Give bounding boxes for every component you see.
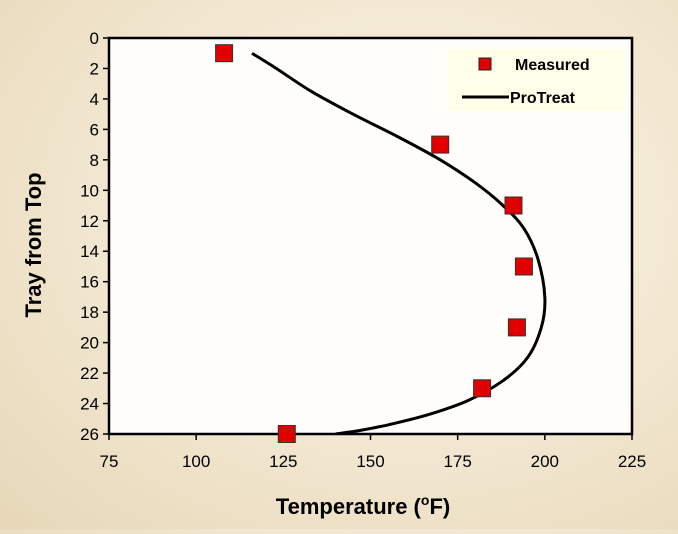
measured-point bbox=[277, 425, 296, 443]
measured-point bbox=[504, 196, 523, 215]
x-tick-label: 75 bbox=[100, 452, 119, 471]
y-tick-label: 8 bbox=[90, 151, 99, 170]
y-tick-label: 2 bbox=[90, 59, 99, 78]
measured-point bbox=[215, 44, 234, 63]
measured-point bbox=[514, 257, 533, 276]
x-tick-label: 150 bbox=[356, 452, 384, 471]
x-tick-label: 225 bbox=[618, 452, 646, 471]
x-tick-label: 175 bbox=[443, 452, 471, 471]
y-tick-label: 16 bbox=[80, 273, 99, 292]
x-tick-label: 125 bbox=[269, 452, 297, 471]
measured-point bbox=[507, 318, 526, 337]
legend-box bbox=[447, 49, 625, 111]
x-axis-title: Temperature (oF) bbox=[276, 492, 450, 519]
y-axis-title: Tray from Top bbox=[21, 172, 46, 317]
protreat-curve bbox=[251, 51, 547, 434]
y-tick-label: 0 bbox=[90, 29, 99, 48]
y-tick-label: 20 bbox=[80, 334, 99, 353]
y-tick-label: 6 bbox=[90, 120, 99, 139]
y-tick-label: 4 bbox=[90, 90, 99, 109]
y-tick-label: 12 bbox=[80, 212, 99, 231]
legend-marker-measured bbox=[478, 57, 492, 71]
x-axis-ticks: 75 100 125 150 175 200 225 bbox=[100, 434, 646, 471]
legend-label-measured: Measured bbox=[515, 57, 590, 74]
y-tick-label: 26 bbox=[80, 425, 99, 444]
marker-layer bbox=[215, 44, 533, 443]
x-tick-label: 200 bbox=[531, 452, 559, 471]
y-tick-label: 22 bbox=[80, 364, 99, 383]
y-tick-label: 10 bbox=[80, 181, 99, 200]
y-tick-label: 14 bbox=[80, 242, 99, 261]
series-layer bbox=[251, 51, 547, 434]
legend-label-protreat: ProTreat bbox=[510, 90, 576, 107]
x-tick-label: 100 bbox=[182, 452, 210, 471]
y-tick-label: 18 bbox=[80, 303, 99, 322]
measured-point bbox=[431, 135, 450, 154]
y-tick-label: 24 bbox=[80, 395, 99, 414]
legend: Measured ProTreat bbox=[447, 49, 625, 111]
measured-point bbox=[473, 379, 492, 398]
